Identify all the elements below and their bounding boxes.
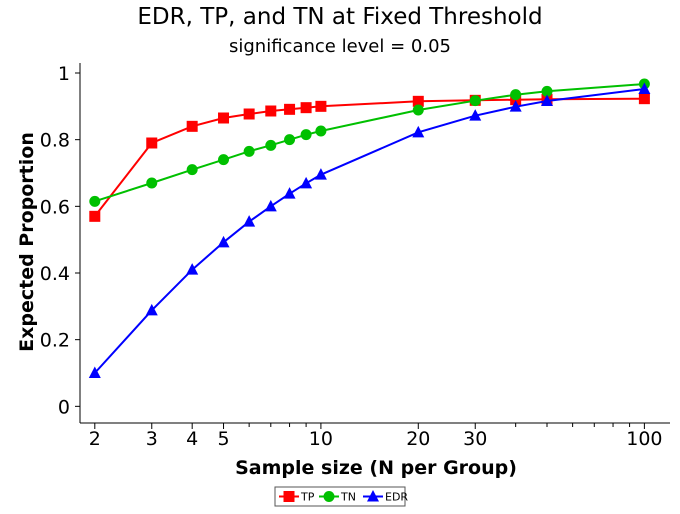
x-tick-label: 100 bbox=[626, 428, 662, 450]
legend-item-edr: EDR bbox=[363, 490, 408, 504]
y-tick-label: 0.2 bbox=[40, 330, 70, 352]
tn-point bbox=[284, 134, 296, 146]
y-tick-label: 0.6 bbox=[40, 196, 70, 218]
axes: 0 0.2 0.4 0.6 0.8 1 2 3 4 5 10 20 30 100 bbox=[40, 63, 670, 450]
y-tick-label: 0.8 bbox=[40, 130, 70, 152]
x-tick-label: 20 bbox=[406, 428, 430, 450]
series-tn bbox=[89, 78, 650, 207]
edr-point bbox=[264, 199, 277, 212]
edr-point bbox=[509, 100, 522, 112]
x-tick-label: 4 bbox=[186, 428, 198, 450]
tn-point bbox=[300, 129, 312, 141]
legend-edr-point bbox=[367, 490, 379, 502]
tp-point bbox=[315, 100, 327, 112]
y-axis-label: Expected Proportion bbox=[16, 132, 38, 352]
edr-point bbox=[541, 94, 554, 106]
x-tick-label: 3 bbox=[146, 428, 158, 450]
tp-point bbox=[89, 210, 101, 222]
tn-point bbox=[243, 145, 255, 157]
legend-label: TN bbox=[340, 491, 356, 504]
tn-point bbox=[412, 104, 424, 116]
y-tick-label: 0 bbox=[58, 396, 70, 418]
edr-point bbox=[300, 176, 313, 189]
edr-point bbox=[283, 187, 296, 199]
edr-point bbox=[412, 125, 425, 138]
tp-point bbox=[186, 120, 198, 132]
edr-point bbox=[243, 215, 256, 227]
edr-point bbox=[217, 235, 230, 248]
tn-point bbox=[265, 139, 277, 151]
legend-item-tn: TN bbox=[319, 491, 356, 504]
legend-item-tp: TP bbox=[279, 491, 315, 504]
edr-point bbox=[88, 366, 101, 378]
legend-tp-point bbox=[283, 491, 295, 502]
x-tick-label: 2 bbox=[89, 428, 101, 450]
tn-point bbox=[469, 95, 481, 107]
tp-point bbox=[218, 112, 230, 124]
edr-point bbox=[314, 168, 327, 180]
tn-point bbox=[218, 154, 230, 166]
tn-point bbox=[186, 164, 198, 176]
edr-line bbox=[94, 88, 645, 374]
edr-point bbox=[469, 109, 482, 121]
tn-point bbox=[315, 125, 327, 137]
legend-tn-point bbox=[323, 491, 335, 502]
edr-point bbox=[186, 263, 199, 275]
tp-point bbox=[300, 102, 312, 114]
tn-point bbox=[146, 177, 158, 189]
tp-point bbox=[412, 95, 424, 107]
tp-point bbox=[284, 103, 296, 115]
series-layer bbox=[88, 78, 651, 378]
y-tick-label: 1 bbox=[58, 63, 70, 85]
tn-point bbox=[510, 89, 522, 101]
legend: TP TN EDR bbox=[274, 486, 408, 507]
chart-subtitle: significance level = 0.05 bbox=[229, 36, 451, 57]
x-tick-label: 10 bbox=[309, 428, 333, 450]
tp-point bbox=[265, 105, 277, 117]
tn-point bbox=[541, 85, 553, 97]
x-axis-label: Sample size (N per Group) bbox=[235, 457, 517, 479]
tp-point bbox=[243, 108, 255, 120]
x-tick-label: 30 bbox=[463, 428, 487, 450]
edr-point bbox=[145, 303, 158, 316]
x-tick-label: 5 bbox=[217, 428, 229, 450]
edr-point bbox=[638, 82, 651, 94]
tn-point bbox=[89, 195, 101, 207]
y-tick-label: 0.4 bbox=[40, 263, 70, 285]
legend-label: EDR bbox=[385, 491, 408, 504]
tp-point bbox=[638, 93, 650, 105]
series-edr bbox=[88, 82, 651, 378]
tp-point bbox=[146, 137, 158, 149]
chart-title: EDR, TP, and TN at Fixed Threshold bbox=[137, 4, 542, 30]
legend-label: TP bbox=[300, 491, 315, 504]
